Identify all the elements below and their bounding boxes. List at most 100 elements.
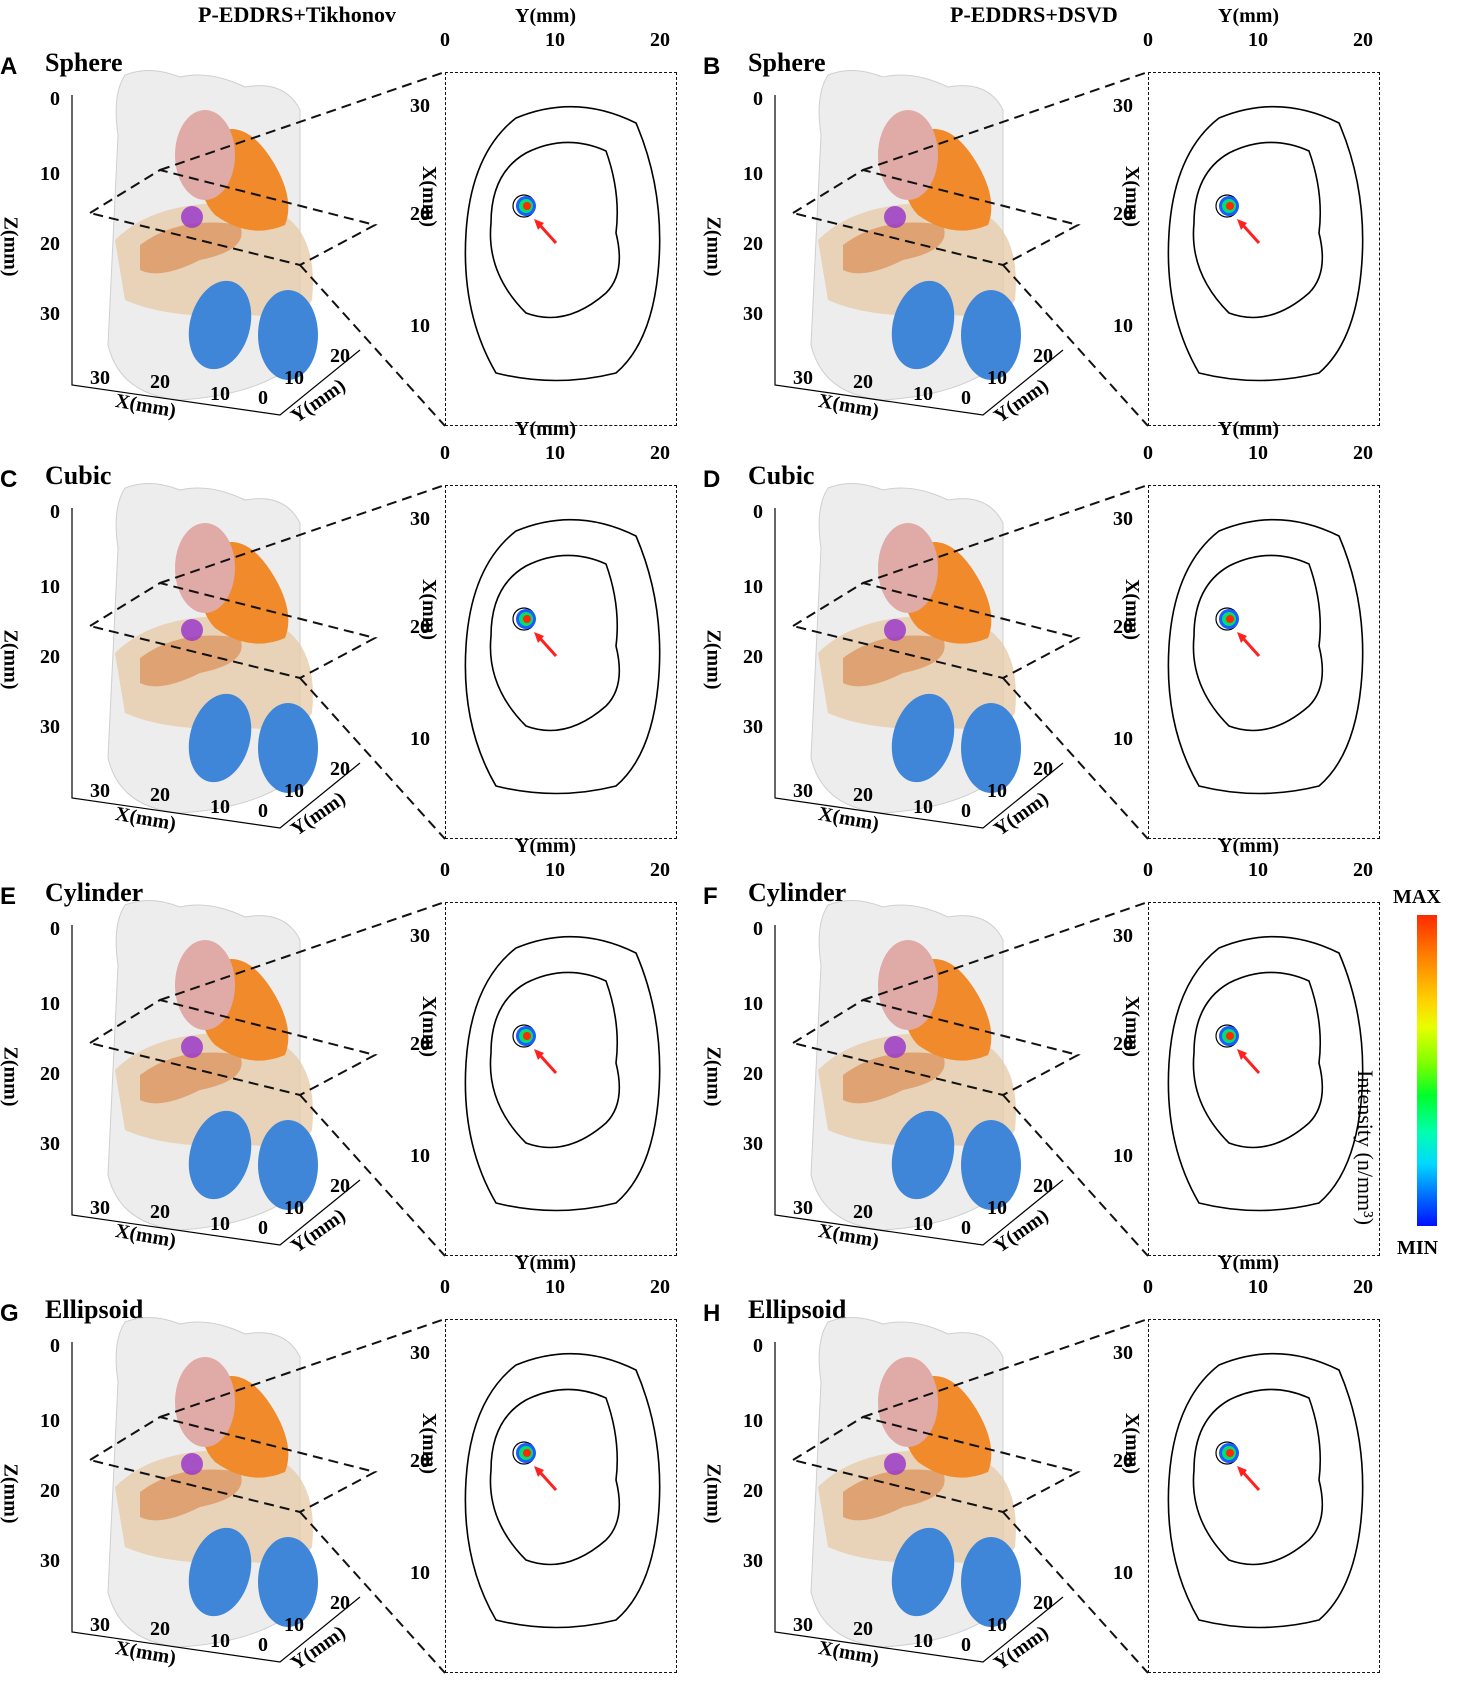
left-kidney: [891, 693, 955, 783]
z-tick-label: 0: [50, 1335, 60, 1357]
slice-plot: [1167, 105, 1364, 382]
x3d-tick-label: 30: [793, 1197, 813, 1219]
left-kidney: [188, 280, 252, 370]
panel-shape-label: Cubic: [748, 461, 815, 490]
slice-x-tick-label: 10: [1113, 315, 1133, 337]
slice-plot: [464, 1352, 661, 1629]
right-kidney: [961, 1120, 1021, 1210]
projection-line-bottom: [299, 1511, 445, 1674]
panel-letter: B: [703, 53, 721, 80]
reconstruction-peak: [1226, 202, 1234, 210]
slice-y-tick-label: 0: [440, 1276, 450, 1298]
slice-y-tick-label: 10: [545, 1276, 565, 1298]
axes-3d-frame: [774, 925, 1064, 1246]
z-tick-label: 20: [743, 646, 763, 668]
left-kidney: [188, 693, 252, 783]
stomach: [843, 1469, 945, 1521]
z-tick-label: 0: [50, 918, 60, 940]
right-kidney: [258, 703, 318, 793]
colorbar-max-label: MAX: [1393, 886, 1441, 908]
slice-y-tick-label: 10: [545, 29, 565, 51]
axes-3d-frame: [774, 1342, 1064, 1663]
organ-contour: [489, 971, 621, 1149]
slice-plot: [1167, 935, 1364, 1212]
organ-contour: [1192, 141, 1324, 319]
axes-3d-frame: [71, 508, 361, 829]
y3d-tick-label: 20: [330, 345, 350, 367]
stomach: [140, 635, 242, 687]
z-axis-label: Z(mm): [0, 216, 22, 277]
projection-line-top: [862, 1318, 1148, 1418]
y3d-tick-label: 20: [1033, 345, 1053, 367]
projection-line-top: [862, 901, 1148, 1001]
z-tick-label: 20: [40, 646, 60, 668]
x3d-tick-label: 10: [210, 1213, 230, 1235]
slice-y-tick-label: 0: [440, 859, 450, 881]
mouse-3d-render: [774, 70, 1148, 427]
slice-y-tick-label: 20: [650, 859, 670, 881]
organ-contour: [1192, 971, 1324, 1149]
z-tick-label: 30: [743, 716, 763, 738]
projection-line-bottom: [1002, 1511, 1148, 1674]
reconstruction-peak: [523, 202, 531, 210]
y3d-tick-label: 10: [284, 367, 304, 389]
z-tick-label: 30: [40, 303, 60, 325]
panel-letter: C: [0, 466, 18, 493]
slice-y-tick-label: 0: [1143, 859, 1153, 881]
panel-shape-label: Ellipsoid: [45, 1295, 144, 1324]
slice-x-tick-label: 10: [410, 728, 430, 750]
projection-line-top: [862, 484, 1148, 584]
z-tick-label: 0: [753, 501, 763, 523]
y3d-tick-label: 0: [258, 1634, 268, 1656]
colorbar-min-label: MIN: [1397, 1237, 1439, 1259]
mouse-3d-render: [71, 483, 445, 840]
x3d-tick-label: 30: [90, 1197, 110, 1219]
axes-3d-frame: [71, 95, 361, 416]
slice-plane: [87, 168, 378, 267]
projection-line-bottom: [299, 677, 445, 840]
tumor-target: [884, 206, 906, 228]
slice-view: [445, 1319, 677, 1673]
slice-x-tick-label: 30: [410, 508, 430, 530]
left-kidney: [188, 1527, 252, 1617]
figure-panel-d: D Cubic 0 10 20 30 Z(mm) 30 20 10 X(mm) 0 10 20 Y(mm) Y…: [702, 418, 1443, 843]
slice-plane: [790, 581, 1081, 680]
projection-line-top: [159, 1318, 445, 1418]
z-tick-label: 0: [753, 918, 763, 940]
projection-line-top: [159, 484, 445, 584]
reconstruction-peak: [1226, 615, 1234, 623]
stomach: [140, 1469, 242, 1521]
z-tick-label: 10: [40, 993, 60, 1015]
mouse-3d-render: [71, 900, 445, 1257]
z-axis-label: Z(mm): [702, 1046, 725, 1107]
y3d-tick-label: 20: [1033, 1175, 1053, 1197]
slice-plane: [87, 581, 378, 680]
left-kidney: [188, 1110, 252, 1200]
slice-x-tick-label: 30: [1113, 925, 1133, 947]
right-kidney: [961, 290, 1021, 380]
slice-y-tick-label: 20: [650, 442, 670, 464]
z-tick-label: 20: [40, 1480, 60, 1502]
colorbar-title: Intensity (n/mm³): [1353, 1070, 1378, 1226]
slice-y-tick-label: 20: [1353, 859, 1373, 881]
y3d-tick-label: 10: [284, 1197, 304, 1219]
left-kidney: [891, 1110, 955, 1200]
slice-x-tick-label: 10: [410, 1562, 430, 1584]
y3d-tick-label: 20: [330, 758, 350, 780]
slice-x-tick-label: 30: [1113, 508, 1133, 530]
panel-shape-label: Ellipsoid: [748, 1295, 847, 1324]
y3d-tick-label: 20: [1033, 758, 1053, 780]
panel-shape-label: Cubic: [45, 461, 112, 490]
slice-x-tick-label: 10: [410, 315, 430, 337]
z-tick-label: 0: [50, 501, 60, 523]
slice-y-tick-label: 10: [545, 442, 565, 464]
column-title-right: P-EDDRS+DSVD: [950, 2, 1118, 27]
x3d-tick-label: 20: [853, 784, 873, 806]
slice-y-axis-label: Y(mm): [1218, 5, 1280, 27]
z-axis-label: Z(mm): [702, 216, 725, 277]
x3d-tick-label: 20: [853, 1201, 873, 1223]
projection-line-top: [159, 71, 445, 171]
z-tick-label: 20: [743, 1480, 763, 1502]
organ-contour: [489, 141, 621, 319]
x3d-tick-label: 20: [150, 371, 170, 393]
